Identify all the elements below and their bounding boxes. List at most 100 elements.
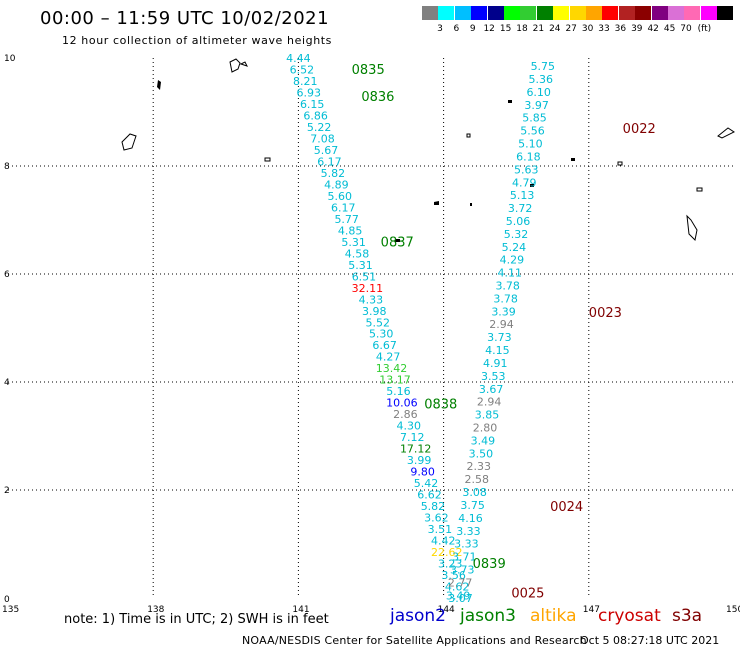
wave-height-value: 5.77 — [334, 213, 359, 226]
wave-height-value: 8.21 — [293, 75, 318, 88]
color-swatch — [569, 6, 586, 20]
island-shape — [508, 100, 512, 103]
wave-height-value: 3.49 — [446, 589, 471, 602]
wave-height-value: 3.53 — [481, 370, 506, 383]
x-tick-label: 150 — [726, 605, 740, 615]
color-scale-label: 70 — [680, 24, 692, 34]
wave-height-value: 4.44 — [286, 52, 311, 65]
wave-height-value: 6.17 — [317, 155, 342, 168]
island-shape — [696, 187, 703, 192]
wave-height-value: 5.75 — [531, 60, 556, 73]
color-swatch — [487, 6, 504, 20]
color-swatch — [668, 6, 684, 20]
wave-height-value: 3.33 — [454, 538, 479, 551]
color-scale-label: 30 — [581, 24, 594, 34]
satellite-legend-item: jason2 — [390, 606, 446, 626]
pass-time-label: 0025 — [511, 587, 544, 602]
color-swatch — [586, 6, 602, 20]
color-scale-label: 21 — [532, 24, 545, 34]
satellite-legend-item: altika — [530, 606, 577, 626]
wave-height-value: 5.67 — [314, 144, 339, 157]
y-tick-label: 2 — [4, 486, 10, 496]
wave-height-value: 4.33 — [359, 293, 384, 306]
color-scale-label: 33 — [598, 24, 610, 34]
island-shape — [434, 201, 439, 205]
color-swatch — [602, 6, 619, 20]
wave-height-value: 4.27 — [376, 351, 401, 364]
wave-height-value: 3.78 — [495, 280, 520, 293]
color-swatch — [422, 6, 438, 20]
wave-height-value: 7.12 — [400, 431, 425, 444]
wave-height-value: 4.79 — [512, 176, 537, 189]
pass-time-label: 0024 — [550, 500, 583, 515]
x-tick-label: 141 — [292, 605, 309, 615]
island-shape — [157, 80, 161, 90]
color-swatch — [618, 6, 635, 20]
color-scale-label: 3 — [437, 24, 443, 34]
color-swatch — [700, 6, 717, 20]
wave-height-value: 32.11 — [352, 282, 384, 295]
wave-height-value: 10.06 — [386, 397, 418, 410]
wave-height-value: 6.15 — [300, 98, 325, 111]
island-shape — [617, 161, 623, 166]
wave-height-value: 4.91 — [483, 357, 508, 370]
island-shape — [530, 184, 534, 187]
wave-height-value: 6.62 — [417, 489, 442, 502]
wave-height-value: 9.80 — [410, 466, 435, 479]
wave-height-value: 3.75 — [460, 499, 485, 512]
wave-height-value: 3.07 — [448, 592, 473, 605]
color-scale-label: 9 — [469, 24, 476, 34]
color-scale-label: 27 — [565, 24, 577, 34]
color-scale-label: 36 — [614, 24, 627, 34]
wave-height-value: 2.94 — [477, 396, 502, 409]
wave-height-value: 5.31 — [348, 259, 373, 272]
pass-time-label: 0835 — [352, 63, 385, 78]
color-swatch — [553, 6, 570, 20]
wave-height-value: 6.67 — [372, 339, 397, 352]
island-shape — [264, 157, 271, 162]
wave-height-value: 3.62 — [424, 512, 449, 525]
pass-time-label: 0837 — [381, 236, 414, 251]
wave-height-value: 5.22 — [307, 121, 332, 134]
y-tick-label: 8 — [4, 162, 10, 172]
wave-height-value: 5.85 — [522, 112, 547, 125]
wave-height-value: 5.60 — [328, 190, 353, 203]
wave-height-value: 5.82 — [321, 167, 346, 180]
wave-height-value: 4.16 — [458, 512, 483, 525]
wave-height-value: 6.18 — [516, 150, 541, 163]
x-tick-label: 135 — [2, 605, 19, 615]
wave-height-value: 3.99 — [407, 454, 432, 467]
wave-height-value: 3.50 — [469, 447, 494, 460]
color-scale-label: 24 — [549, 24, 561, 34]
wave-height-value: 2.33 — [467, 460, 492, 473]
island-shape — [395, 239, 400, 242]
map-subtitle: 12 hour collection of altimeter wave hei… — [62, 34, 333, 47]
color-swatch — [635, 6, 652, 20]
island-shape — [571, 158, 575, 161]
color-swatch — [684, 6, 701, 20]
wave-height-value: 2.58 — [464, 473, 489, 486]
wave-height-value: 5.52 — [365, 316, 390, 329]
color-scale-label: 15 — [499, 24, 512, 34]
wave-height-value: 2.77 — [448, 576, 473, 589]
wave-height-value: 3.85 — [475, 409, 500, 422]
color-swatch — [438, 6, 455, 20]
wave-height-value: 5.06 — [506, 215, 531, 228]
y-tick-label: 4 — [4, 378, 10, 388]
wave-height-value: 5.82 — [421, 500, 446, 513]
wave-height-value: 22.62 — [431, 546, 463, 559]
wave-height-value: 4.30 — [397, 420, 422, 433]
island-shape — [466, 133, 471, 138]
pass-time-label: 0836 — [361, 90, 394, 105]
wave-height-value: 7.08 — [310, 132, 335, 145]
pass-time-label: 0839 — [473, 557, 506, 572]
wave-height-value: 3.56 — [441, 569, 466, 582]
color-scale-unit: (ft) — [697, 24, 712, 34]
wave-height-value: 5.56 — [520, 125, 545, 138]
wave-height-value: 13.17 — [379, 374, 411, 387]
wave-height-value: 3.33 — [456, 525, 481, 538]
wave-height-value: 3.78 — [493, 292, 518, 305]
map-grid: 135 138 141 144 147 150 0 2 4 6 8 10 — [2, 54, 740, 615]
wave-height-value: 4.42 — [431, 535, 456, 548]
island-shape — [121, 133, 137, 151]
